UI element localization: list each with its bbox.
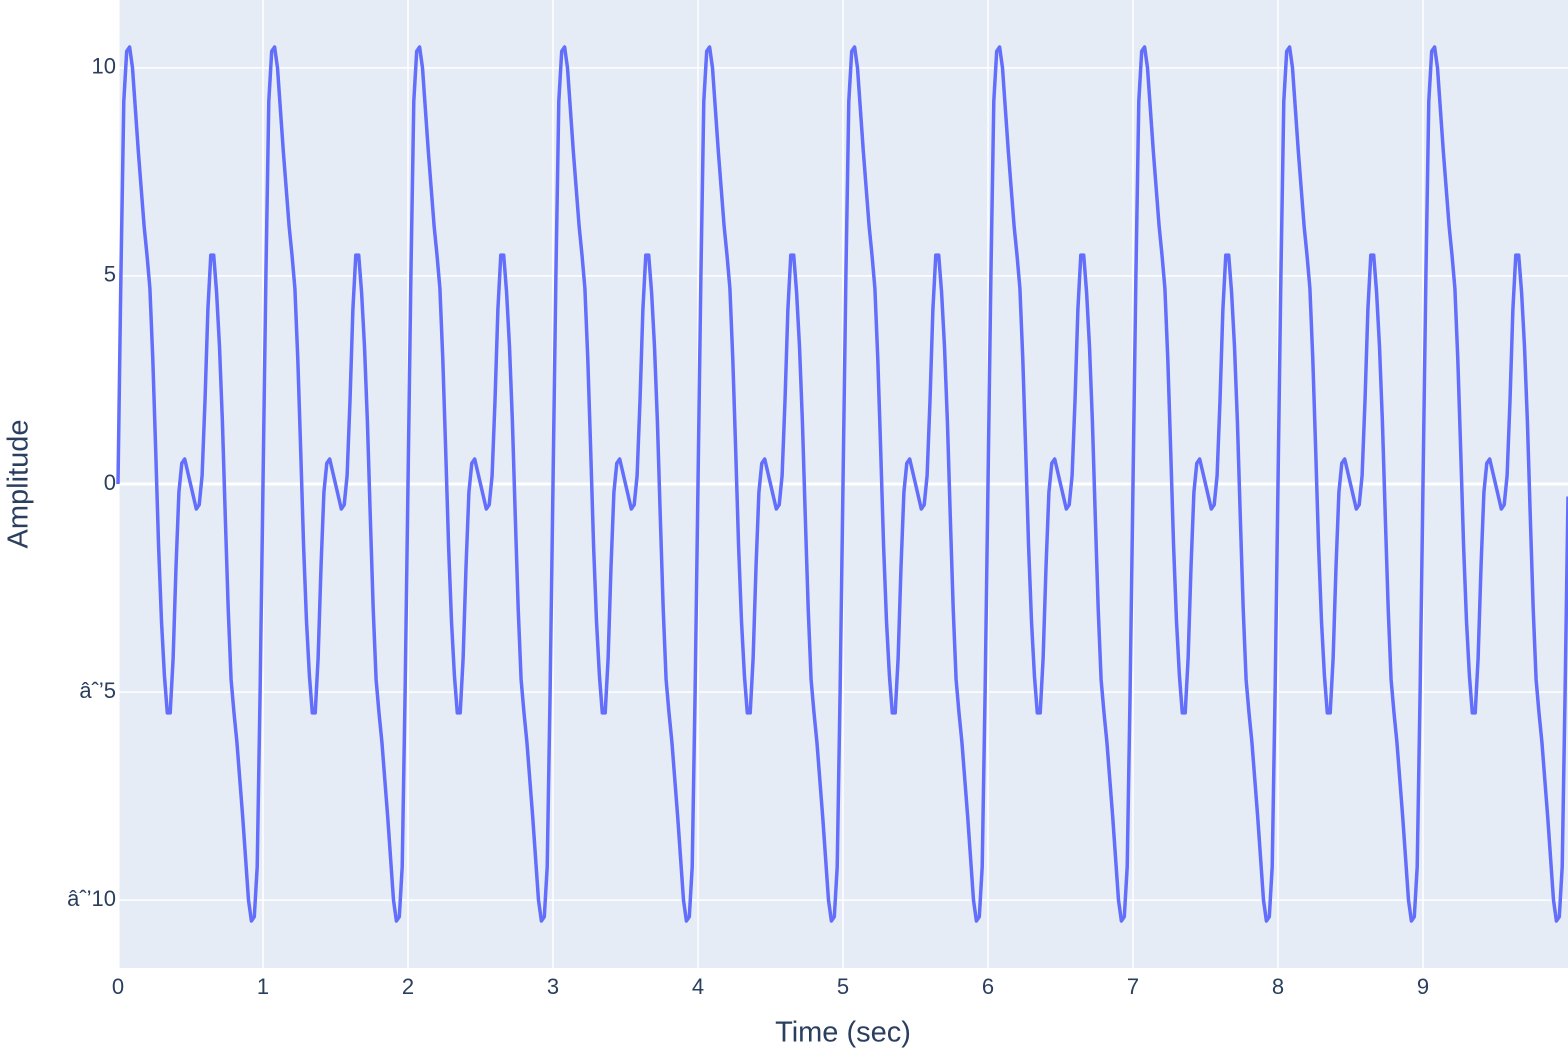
x-tick-label: 8 [1272,974,1284,999]
x-tick-label: 0 [112,974,124,999]
x-tick-label: 6 [982,974,994,999]
x-tick-label: 9 [1417,974,1429,999]
x-tick-label: 4 [692,974,704,999]
y-tick-label: âˆ’5 [79,678,116,703]
x-tick-label: 2 [402,974,414,999]
y-tick-label: 10 [92,54,116,79]
x-tick-label: 5 [837,974,849,999]
y-tick-label: 5 [104,262,116,287]
x-tick-label: 3 [547,974,559,999]
y-tick-label: 0 [104,470,116,495]
line-series [116,45,1568,923]
y-tick-label: âˆ’10 [67,886,116,911]
x-axis-title: Time (sec) [775,1017,911,1049]
y-axis-title: Amplitude [3,420,35,549]
x-tick-label: 1 [257,974,269,999]
x-tick-label: 7 [1127,974,1139,999]
